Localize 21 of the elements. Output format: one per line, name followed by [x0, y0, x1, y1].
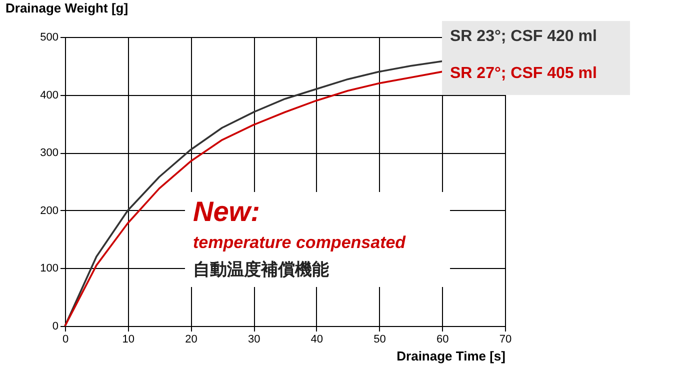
annotation: temperature compensated [193, 233, 406, 252]
y-tick-label: 0 [52, 320, 58, 332]
y-axis-title: Drainage Weight [g] [6, 0, 128, 16]
series-label: SR 27°; CSF 405 ml [450, 65, 597, 82]
x-tick-label: 70 [499, 334, 512, 346]
x-axis-title: Drainage Time [s] [396, 348, 506, 364]
y-tick-label: 400 [40, 89, 58, 102]
x-tick-label: 30 [248, 334, 260, 346]
x-tick-label: 40 [310, 334, 324, 346]
y-tick-label: 100 [40, 262, 58, 275]
series-label: SR 23°; CSF 420 ml [450, 28, 597, 45]
y-tick-label: 500 [40, 32, 58, 44]
annotation: New: [193, 196, 260, 227]
x-tick-label: 50 [374, 334, 386, 346]
y-tick-label: 200 [40, 204, 58, 217]
x-tick-label: 20 [185, 334, 198, 346]
x-tick-label: 60 [436, 334, 449, 346]
x-tick-label: 10 [122, 334, 134, 346]
x-tick-label: 0 [62, 334, 69, 346]
y-tick-label: 300 [40, 147, 58, 160]
annotation: 自動温度補償機能 [193, 260, 329, 280]
